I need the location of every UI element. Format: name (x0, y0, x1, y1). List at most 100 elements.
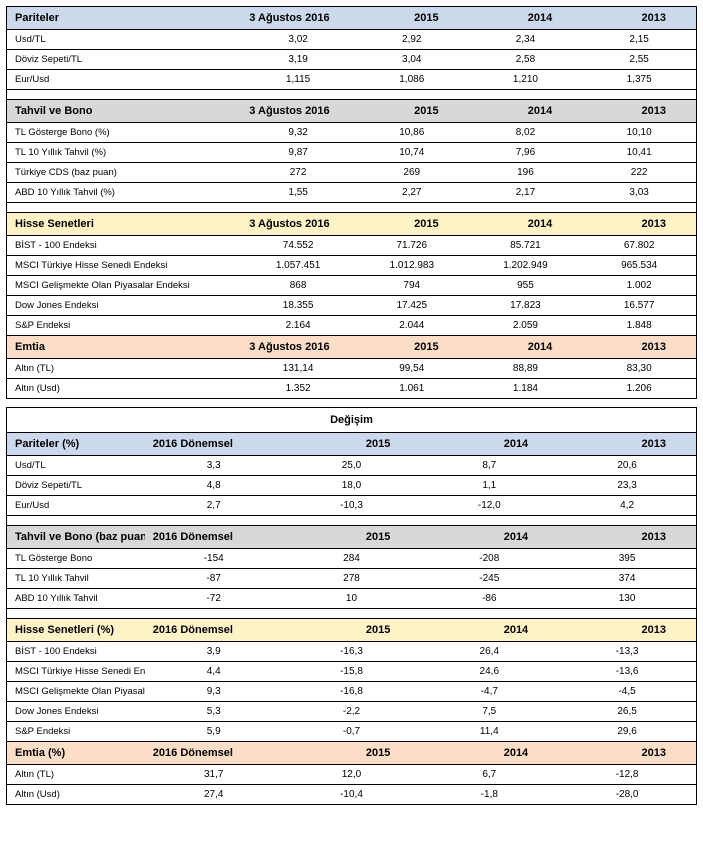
cell-value: 2,58 (469, 50, 583, 70)
row-label: Eur/Usd (7, 70, 241, 90)
row-label: MSCI Türkiye Hisse Senedi Endeksi (7, 662, 145, 682)
cell-value: 6,7 (420, 765, 558, 785)
cell-value: 85.721 (469, 236, 583, 256)
table-row: Dow Jones Endeksi5,3-2,27,526,5 (7, 702, 696, 722)
cell-value: 8,7 (420, 456, 558, 476)
section-title: Hisse Senetleri (7, 213, 241, 236)
cell-value: 23,3 (558, 476, 696, 496)
cell-value: 26,4 (420, 642, 558, 662)
cell-value: 2,17 (469, 183, 583, 203)
table-row: Dow Jones Endeksi18.35517.42517.82316.57… (7, 296, 696, 316)
change-title: Değişim (7, 408, 696, 433)
column-header: 2016 Dönemsel (145, 619, 283, 642)
row-label: Altın (TL) (7, 359, 241, 379)
cell-value: 10,86 (355, 123, 469, 143)
row-label: Altın (Usd) (7, 785, 145, 805)
cell-value: 1.057.451 (241, 256, 355, 276)
column-header: 2015 (283, 526, 421, 549)
absolute-values-table: Pariteler3 Ağustos 2016201520142013Usd/T… (7, 7, 696, 398)
section-header: Emtia3 Ağustos 2016201520142013 (7, 336, 696, 359)
cell-value: -0,7 (283, 722, 421, 742)
row-label: S&P Endeksi (7, 722, 145, 742)
column-header: 3 Ağustos 2016 (241, 7, 355, 30)
cell-value: 269 (355, 163, 469, 183)
column-header: 2014 (469, 213, 583, 236)
cell-value: 1.206 (582, 379, 696, 399)
cell-value: 395 (558, 549, 696, 569)
section-header: Hisse Senetleri (%)2016 Dönemsel20152014… (7, 619, 696, 642)
cell-value: 1,115 (241, 70, 355, 90)
cell-value: 24,6 (420, 662, 558, 682)
cell-value: 1,375 (582, 70, 696, 90)
row-label: Döviz Sepeti/TL (7, 476, 145, 496)
cell-value: -12,8 (558, 765, 696, 785)
cell-value: 1.848 (582, 316, 696, 336)
row-label: Türkiye CDS (baz puan) (7, 163, 241, 183)
cell-value: 2,34 (469, 30, 583, 50)
cell-value: -154 (145, 549, 283, 569)
cell-value: 131,14 (241, 359, 355, 379)
table-row: Eur/Usd2,7-10,3-12,04,2 (7, 496, 696, 516)
column-header: 2015 (355, 213, 469, 236)
cell-value: 5,9 (145, 722, 283, 742)
cell-value: 10,41 (582, 143, 696, 163)
column-header: 3 Ağustos 2016 (241, 213, 355, 236)
cell-value: -16,8 (283, 682, 421, 702)
column-header: 2014 (420, 526, 558, 549)
cell-value: 3,19 (241, 50, 355, 70)
cell-value: 5,3 (145, 702, 283, 722)
cell-value: 3,03 (582, 183, 696, 203)
table-row: TL Gösterge Bono-154284-208395 (7, 549, 696, 569)
cell-value: 374 (558, 569, 696, 589)
table-row: Döviz Sepeti/TL3,193,042,582,55 (7, 50, 696, 70)
cell-value: 1.202.949 (469, 256, 583, 276)
cell-value: -245 (420, 569, 558, 589)
row-label: Usd/TL (7, 456, 145, 476)
column-header: 3 Ağustos 2016 (241, 336, 355, 359)
cell-value: 284 (283, 549, 421, 569)
cell-value: 1.184 (469, 379, 583, 399)
cell-value: 3,9 (145, 642, 283, 662)
column-header: 2013 (582, 7, 696, 30)
cell-value: 1.061 (355, 379, 469, 399)
cell-value: 29,6 (558, 722, 696, 742)
column-header: 2013 (558, 433, 696, 456)
table-row: TL Gösterge Bono (%)9,3210,868,0210,10 (7, 123, 696, 143)
cell-value: -28,0 (558, 785, 696, 805)
cell-value: 10,10 (582, 123, 696, 143)
table-row: S&P Endeksi5,9-0,711,429,6 (7, 722, 696, 742)
column-header: 2016 Dönemsel (145, 433, 283, 456)
cell-value: 794 (355, 276, 469, 296)
cell-value: 222 (582, 163, 696, 183)
cell-value: 16.577 (582, 296, 696, 316)
cell-value: -86 (420, 589, 558, 609)
cell-value: 18.355 (241, 296, 355, 316)
column-header: 2013 (582, 213, 696, 236)
table-row: Usd/TL3,022,922,342,15 (7, 30, 696, 50)
row-label: TL Gösterge Bono (7, 549, 145, 569)
row-label: Eur/Usd (7, 496, 145, 516)
cell-value: -10,3 (283, 496, 421, 516)
spacer-row (7, 203, 696, 213)
cell-value: 196 (469, 163, 583, 183)
cell-value: 272 (241, 163, 355, 183)
cell-value: 3,04 (355, 50, 469, 70)
cell-value: 1.002 (582, 276, 696, 296)
section-header: Hisse Senetleri3 Ağustos 201620152014201… (7, 213, 696, 236)
row-label: ABD 10 Yıllık Tahvil (7, 589, 145, 609)
cell-value: 1,210 (469, 70, 583, 90)
cell-value: -15,8 (283, 662, 421, 682)
cell-value: 2,55 (582, 50, 696, 70)
section-title: Emtia (7, 336, 241, 359)
column-header: 2015 (283, 433, 421, 456)
table-row: Altın (TL)31,712,06,7-12,8 (7, 765, 696, 785)
cell-value: 3,3 (145, 456, 283, 476)
table-row: TL 10 Yıllık Tahvil-87278-245374 (7, 569, 696, 589)
cell-value: 11,4 (420, 722, 558, 742)
column-header: 2015 (355, 7, 469, 30)
cell-value: 27,4 (145, 785, 283, 805)
cell-value: 1,1 (420, 476, 558, 496)
column-header: 2014 (420, 433, 558, 456)
section-title: Tahvil ve Bono (baz puan) (7, 526, 145, 549)
cell-value: 965.534 (582, 256, 696, 276)
